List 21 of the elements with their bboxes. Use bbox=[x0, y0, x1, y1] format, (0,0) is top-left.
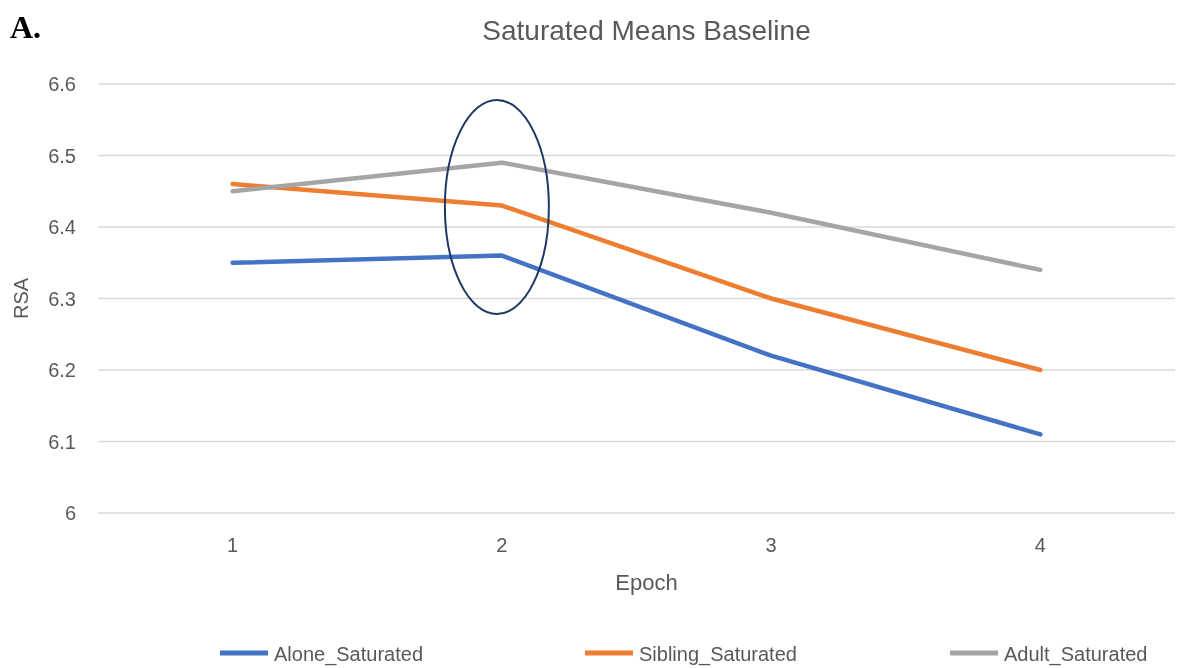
legend-label: Adult_Saturated bbox=[1004, 643, 1148, 666]
y-tick-label: 6.5 bbox=[48, 144, 76, 167]
line-series bbox=[230, 253, 1043, 437]
y-tick-label: 6.6 bbox=[48, 73, 76, 95]
y-axis-title: RSA bbox=[10, 277, 32, 320]
y-tick-label: 6.1 bbox=[48, 430, 76, 453]
x-tick-label: 2 bbox=[496, 534, 508, 556]
x-axis-title: Epoch bbox=[615, 570, 678, 595]
y-tick-label: 6.4 bbox=[48, 216, 76, 238]
chart-title: Saturated Means Baseline bbox=[482, 15, 811, 46]
line-series bbox=[230, 160, 1043, 273]
line-series bbox=[230, 181, 1043, 373]
x-tick-label: 1 bbox=[227, 534, 239, 556]
x-tick-label: 3 bbox=[765, 534, 777, 556]
y-tick-label: 6.2 bbox=[48, 359, 76, 381]
text: A. bbox=[10, 9, 42, 45]
x-tick-label: 4 bbox=[1034, 534, 1046, 556]
y-tick-label: 6.3 bbox=[48, 287, 76, 310]
legend-label: Alone_Saturated bbox=[274, 643, 424, 666]
legend-label: Sibling_Saturated bbox=[639, 643, 797, 666]
y-tick-label: 6 bbox=[64, 502, 76, 524]
